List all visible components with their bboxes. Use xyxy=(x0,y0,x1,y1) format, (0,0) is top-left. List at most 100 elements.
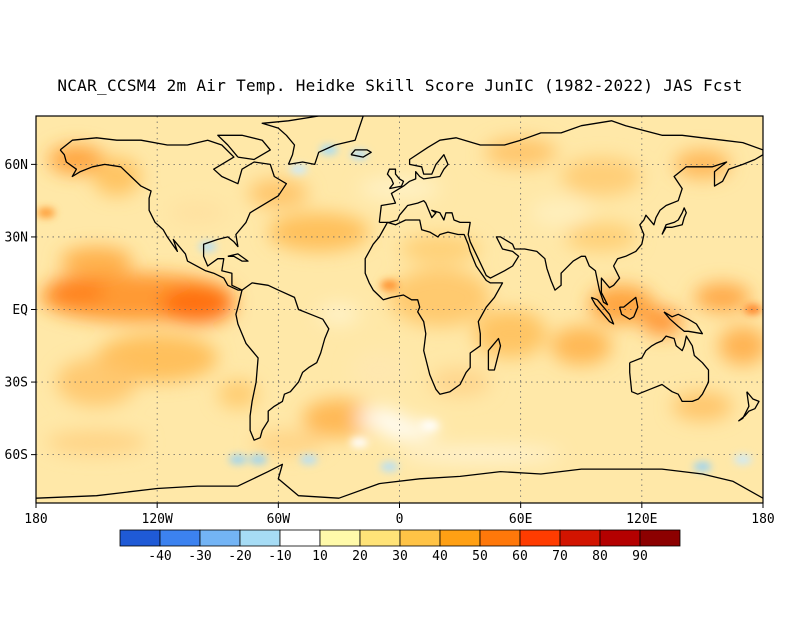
coastline-uk xyxy=(386,168,405,190)
colorbar-swatch xyxy=(279,529,321,547)
skill-patch xyxy=(484,137,558,167)
colorbar-swatch xyxy=(319,529,361,547)
x-tick-label: 0 xyxy=(396,512,404,527)
skill-patch xyxy=(474,309,547,358)
skill-patch xyxy=(530,198,592,228)
colorbar-label: -10 xyxy=(268,549,291,564)
y-tick-label: 60N xyxy=(5,158,28,173)
skill-patch xyxy=(350,437,369,448)
colorbar-swatch xyxy=(599,529,641,547)
colorbar-label: 60 xyxy=(512,549,528,564)
skill-patch xyxy=(561,157,642,196)
coastline-madagascar xyxy=(487,337,502,371)
x-tick-label: 60E xyxy=(509,512,532,527)
x-tick-label: 120W xyxy=(142,512,173,527)
x-tick-label: 180 xyxy=(24,512,47,527)
skill-patch xyxy=(672,391,733,421)
coastline-australia xyxy=(629,335,710,403)
y-tick-label: 60S xyxy=(5,448,28,463)
x-tick-label: 120E xyxy=(626,512,657,527)
skill-patch xyxy=(302,398,376,438)
colorbar-swatch xyxy=(519,529,561,547)
colorbar-label: 80 xyxy=(592,549,608,564)
colorbar-label: 10 xyxy=(312,549,328,564)
skill-patch xyxy=(217,379,259,409)
coastline-japan xyxy=(661,207,687,235)
coastline-south-america xyxy=(235,282,330,441)
colorbar-swatch xyxy=(479,529,521,547)
y-tick-label: 30S xyxy=(5,376,28,391)
skill-patch xyxy=(693,461,712,472)
skill-patch xyxy=(550,326,612,366)
skill-patch xyxy=(565,222,638,252)
skill-patch xyxy=(228,454,247,465)
x-tick-label: 60W xyxy=(267,512,291,527)
skill-patch xyxy=(249,454,268,465)
colorbar-label: 90 xyxy=(632,549,648,564)
skill-patch xyxy=(420,420,439,431)
coastline-new-guinea xyxy=(663,311,704,335)
skill-patch xyxy=(46,430,148,455)
skill-patch xyxy=(589,285,654,325)
y-tick-label: EQ xyxy=(12,303,28,318)
colorbar-swatch xyxy=(159,529,201,547)
skill-patch xyxy=(641,307,683,337)
skill-patch xyxy=(299,454,318,465)
skill-patch xyxy=(60,246,133,276)
skill-patch xyxy=(351,350,408,390)
colorbar-label: 30 xyxy=(392,549,408,564)
skill-patch xyxy=(268,212,370,252)
colorbar-swatch xyxy=(559,529,601,547)
skill-patch xyxy=(743,304,762,315)
colorbar-label: -40 xyxy=(148,549,171,564)
coastline-greenland xyxy=(261,116,364,166)
skill-patch xyxy=(319,144,338,155)
colorbar-swatch xyxy=(399,529,441,547)
skill-patch xyxy=(161,285,234,325)
colorbar-swatch xyxy=(239,529,281,547)
colorbar-label: 20 xyxy=(352,549,368,564)
colorbar-swatch xyxy=(119,529,161,547)
colorbar: -40 -30 -20 -10 10 20 30 40 50 60 70 80 90 xyxy=(119,529,681,564)
skill-patch xyxy=(289,164,308,175)
colorbar-label: 50 xyxy=(472,549,488,564)
colorbar-label: 70 xyxy=(552,549,568,564)
coastline-europe-asia xyxy=(378,120,763,306)
skill-patch xyxy=(380,280,399,291)
skill-patch xyxy=(48,275,105,305)
skill-patch xyxy=(380,461,399,472)
skill-patch xyxy=(718,326,763,366)
map-field xyxy=(36,116,763,503)
coastline-iceland xyxy=(350,149,372,158)
colorbar-label: 40 xyxy=(432,549,448,564)
skill-patch xyxy=(318,304,360,325)
coastline-new-zealand xyxy=(738,391,760,422)
skill-patch xyxy=(733,454,752,465)
chart-title: NCAR_CCSM4 2m Air Temp. Heidke Skill Sco… xyxy=(57,76,743,95)
coastline-africa xyxy=(364,219,504,395)
coastline-sumatra xyxy=(590,296,615,325)
colorbar-label: -20 xyxy=(228,549,251,564)
x-tick-label: 180 xyxy=(751,512,774,527)
colorbar-swatch xyxy=(199,529,241,547)
skill-patch xyxy=(169,200,226,225)
colorbar-label: -30 xyxy=(188,549,211,564)
colorbar-swatch xyxy=(639,529,681,547)
skill-patch xyxy=(389,268,491,327)
skill-patch xyxy=(694,282,751,312)
coastline-borneo xyxy=(618,296,639,320)
skill-patch xyxy=(37,207,56,218)
y-axis-ticks: 60N 30N EQ 30S 60S xyxy=(5,158,36,463)
x-axis-ticks: 180 120W 60W 0 60E 120E 180 xyxy=(24,503,775,527)
skill-patch xyxy=(399,234,481,264)
coastline-antarctica xyxy=(36,463,763,499)
skill-patch xyxy=(92,157,142,196)
skill-patch xyxy=(252,430,325,455)
colorbar-swatch xyxy=(439,529,481,547)
colorbar-swatch xyxy=(359,529,401,547)
coastline-baffin xyxy=(217,134,271,161)
coastline-north-america xyxy=(59,137,288,291)
coastline-cuba xyxy=(227,253,249,262)
y-tick-label: 30N xyxy=(5,230,28,245)
